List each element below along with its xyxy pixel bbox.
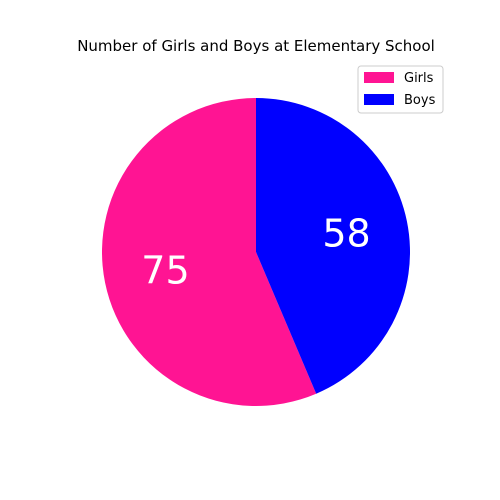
pie-slice-boys — [256, 98, 410, 394]
legend-swatch-boys — [364, 94, 394, 105]
pie-slice-labels: 75 58 — [141, 212, 370, 293]
legend-label-boys: Boys — [404, 93, 436, 108]
chart-title: Number of Girls and Boys at Elementary S… — [77, 37, 435, 55]
slice-value-label-boys: 58 — [322, 212, 370, 256]
slice-value-label-girls: 75 — [141, 248, 189, 292]
legend-swatch-girls — [364, 72, 394, 83]
pie-slice-girls — [102, 98, 317, 406]
legend-label-girls: Girls — [404, 71, 434, 86]
legend: Girls Boys — [357, 65, 444, 114]
pie-slices — [102, 98, 410, 406]
